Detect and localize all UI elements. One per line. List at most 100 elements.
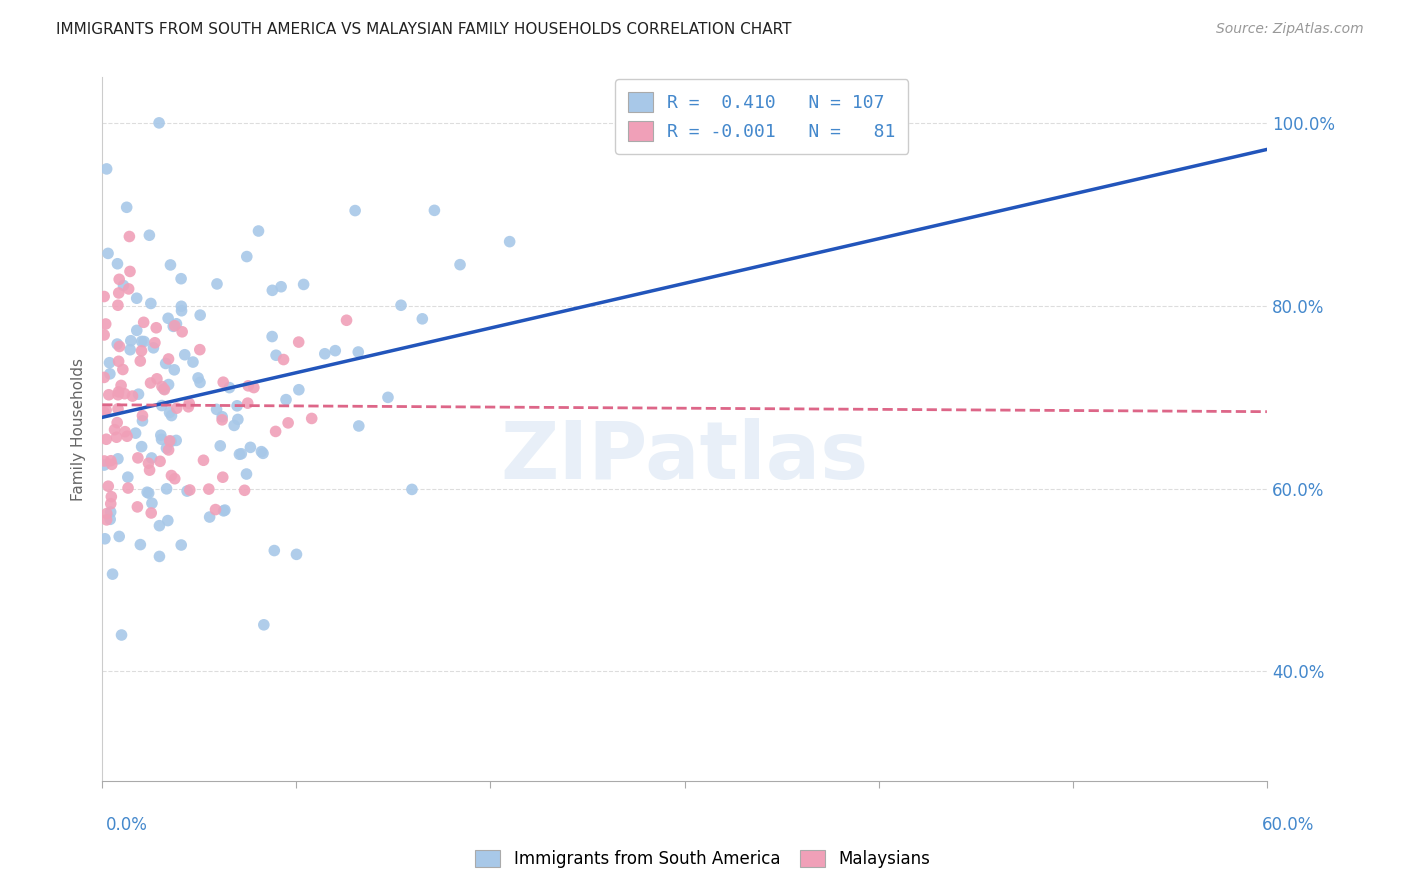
Point [301, 411, 323, 425]
Point [141, 496, 163, 510]
Point [103, 423, 125, 437]
Point [132, 315, 155, 329]
Point [188, 376, 211, 390]
Point [165, 434, 187, 448]
Y-axis label: Family Households: Family Households [72, 358, 86, 500]
Point [120, 343, 142, 357]
Point [96, 432, 118, 446]
Point [209, 439, 232, 453]
Point [105, 430, 128, 444]
Point [170, 538, 193, 552]
Point [118, 229, 141, 244]
Point [250, 444, 273, 458]
Point [498, 235, 520, 249]
Point [159, 258, 181, 272]
Point [148, 518, 170, 533]
Point [156, 514, 179, 528]
Point [157, 377, 180, 392]
Point [155, 356, 177, 370]
Point [188, 308, 211, 322]
Point [170, 303, 193, 318]
Point [94, 532, 117, 546]
Point [150, 399, 173, 413]
Point [148, 116, 170, 130]
Point [139, 296, 162, 310]
Point [110, 628, 132, 642]
Point [253, 617, 276, 632]
Point [148, 549, 170, 564]
Point [166, 401, 188, 416]
Point [239, 441, 262, 455]
Point [252, 446, 274, 460]
Point [115, 200, 138, 214]
Point [105, 337, 128, 351]
Point [344, 203, 367, 218]
Point [138, 456, 160, 470]
Point [347, 419, 370, 434]
Point [141, 506, 163, 520]
Point [96, 513, 118, 527]
Point [97, 246, 120, 260]
Point [100, 454, 122, 468]
Point [153, 383, 176, 397]
Point [118, 264, 141, 278]
Point [150, 432, 173, 446]
Text: 0.0%: 0.0% [105, 816, 148, 834]
Point [160, 409, 183, 423]
Point [149, 454, 172, 468]
Point [149, 428, 172, 442]
Text: Source: ZipAtlas.com: Source: ZipAtlas.com [1216, 22, 1364, 37]
Point [93, 405, 115, 419]
Point [97, 479, 120, 493]
Point [228, 447, 250, 461]
Point [262, 329, 284, 343]
Point [115, 429, 138, 443]
Point [347, 345, 370, 359]
Point [107, 285, 129, 300]
Point [274, 392, 297, 407]
Point [131, 409, 153, 423]
Point [212, 504, 235, 518]
Point [162, 319, 184, 334]
Point [264, 348, 287, 362]
Point [226, 412, 249, 426]
Point [155, 482, 177, 496]
Point [124, 426, 146, 441]
Point [160, 434, 183, 449]
Point [236, 396, 259, 410]
Point [155, 441, 177, 455]
Point [172, 325, 194, 339]
Point [121, 389, 143, 403]
Point [157, 442, 180, 457]
Point [131, 343, 153, 358]
Point [401, 483, 423, 497]
Point [214, 503, 236, 517]
Point [108, 272, 131, 286]
Point [163, 318, 186, 333]
Point [93, 370, 115, 384]
Point [170, 299, 193, 313]
Point [139, 376, 162, 390]
Point [273, 352, 295, 367]
Point [101, 458, 124, 472]
Point [287, 334, 309, 349]
Point [107, 401, 129, 416]
Point [127, 500, 149, 514]
Point [187, 371, 209, 385]
Point [157, 351, 180, 366]
Point [150, 379, 173, 393]
Point [211, 413, 233, 427]
Point [145, 320, 167, 334]
Point [112, 278, 135, 293]
Point [129, 538, 152, 552]
Point [205, 402, 228, 417]
Point [247, 224, 270, 238]
Point [238, 379, 260, 393]
Point [198, 482, 221, 496]
Point [314, 347, 336, 361]
Point [141, 450, 163, 465]
Point [93, 454, 115, 468]
Point [138, 228, 160, 243]
Point [96, 161, 118, 176]
Point [389, 298, 412, 312]
